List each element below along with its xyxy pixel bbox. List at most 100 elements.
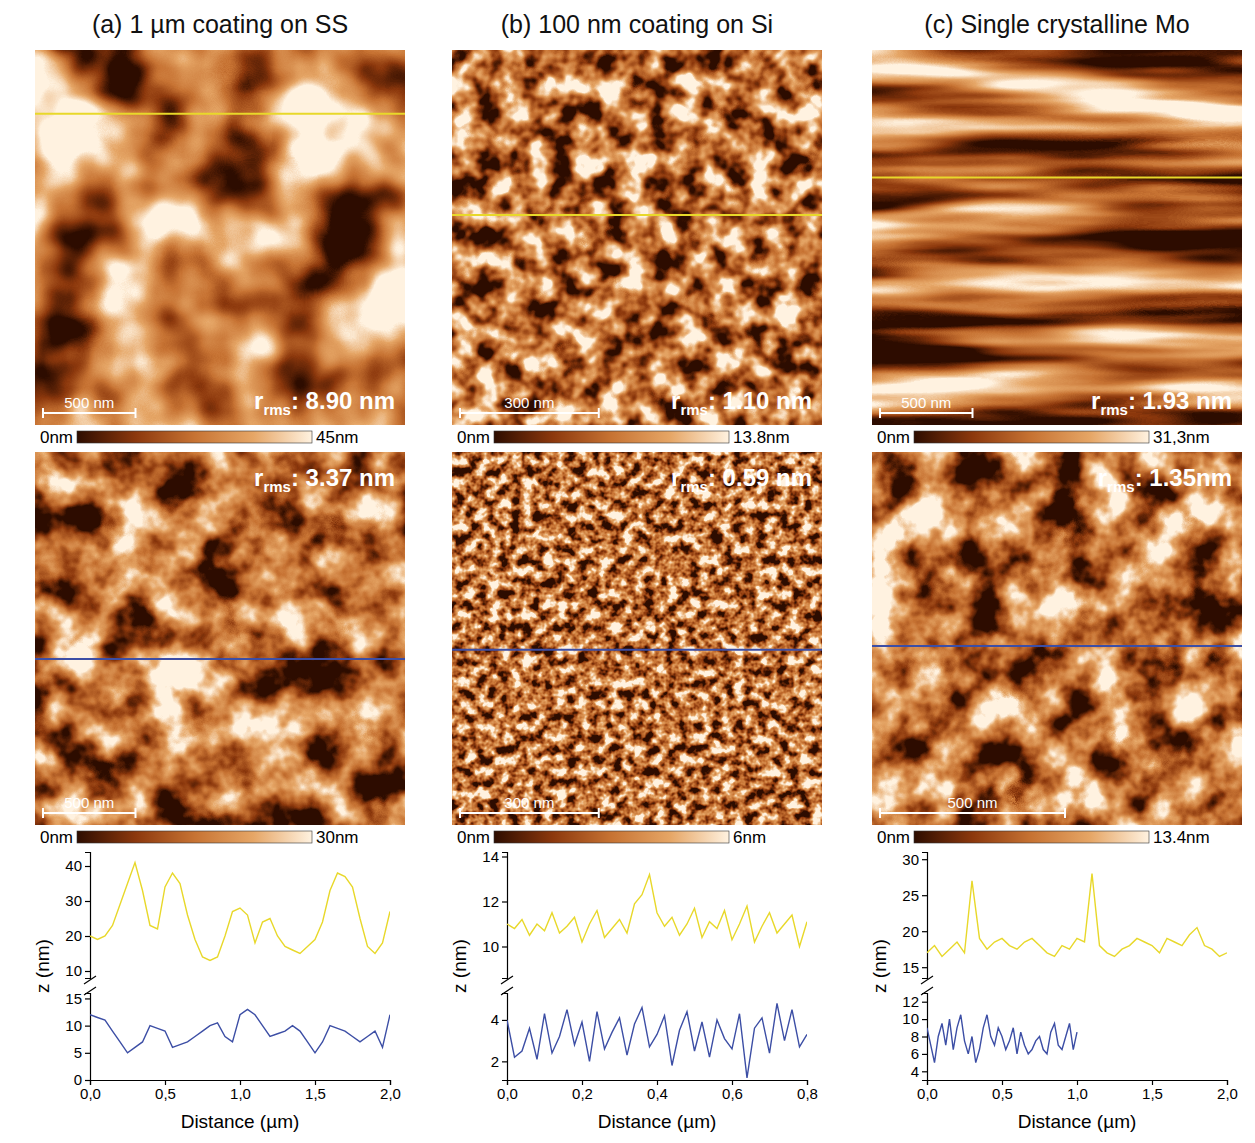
x-axis-title: Distance (µm) bbox=[181, 1111, 300, 1132]
scale-bar: 500 nm bbox=[43, 794, 136, 818]
plot-area bbox=[90, 1009, 390, 1053]
colorbar bbox=[914, 431, 1149, 443]
colorbar bbox=[77, 831, 312, 843]
tick: 1,0 bbox=[1067, 1080, 1088, 1102]
tick: 4 bbox=[491, 1011, 507, 1028]
rms-symbol: r bbox=[1091, 387, 1100, 414]
scale-bar-end bbox=[598, 808, 600, 818]
profile-line bbox=[927, 1015, 1077, 1063]
colorbar-label: 31,3nm bbox=[1153, 428, 1210, 447]
rms-value: : 0.59 nm bbox=[708, 464, 812, 491]
tick-label: 0,5 bbox=[992, 1085, 1013, 1102]
tick: 0,0 bbox=[80, 1080, 101, 1102]
tick: 15 bbox=[65, 990, 90, 1007]
y-axis-title: z (nm) bbox=[449, 939, 470, 993]
rms-value: : 1.35nm bbox=[1135, 464, 1232, 491]
tick: 0,8 bbox=[797, 1080, 818, 1102]
scale-bar-end bbox=[135, 408, 137, 418]
scale-bar-end bbox=[879, 408, 881, 418]
scan-line bbox=[872, 645, 1242, 647]
tick: 10 bbox=[65, 1017, 90, 1034]
tick: 10 bbox=[902, 1010, 927, 1027]
axis-line bbox=[85, 853, 91, 979]
tick-label: 2 bbox=[491, 1053, 499, 1070]
rms-label: rrms: 0.59 nm bbox=[671, 464, 812, 495]
scan-line bbox=[872, 177, 1242, 179]
tick-label: 20 bbox=[902, 923, 919, 940]
colorbar-label: 0nm bbox=[877, 428, 910, 447]
axis-break bbox=[84, 987, 96, 995]
tick-label: 2,0 bbox=[1217, 1085, 1238, 1102]
profile-line bbox=[507, 875, 807, 947]
colorbar-label: 6nm bbox=[733, 828, 766, 847]
tick-label: 10 bbox=[65, 962, 82, 979]
rms-subscript: rms bbox=[263, 401, 291, 418]
tick-label: 15 bbox=[902, 959, 919, 976]
rms-label: rrms: 1.93 nm bbox=[1091, 387, 1232, 418]
tick-label: 20 bbox=[65, 927, 82, 944]
scale-bar-label: 300 nm bbox=[504, 794, 554, 811]
tick-label: 2,0 bbox=[380, 1085, 401, 1102]
scale-bar: 500 nm bbox=[43, 394, 136, 418]
scale-bar-end bbox=[879, 808, 881, 818]
tick-label: 6 bbox=[911, 1045, 919, 1062]
tick-label: 10 bbox=[902, 1010, 919, 1027]
tick: 20 bbox=[902, 923, 927, 940]
afm-image bbox=[872, 50, 1242, 425]
y-axis: 051015 bbox=[65, 990, 90, 1089]
tick: 10 bbox=[65, 962, 90, 979]
tick: 2,0 bbox=[380, 1080, 401, 1102]
profile-line bbox=[507, 1003, 807, 1078]
tick: 0,5 bbox=[992, 1080, 1013, 1102]
afm-image bbox=[872, 452, 1242, 825]
tick: 0,2 bbox=[572, 1080, 593, 1102]
axis-line bbox=[922, 994, 928, 1081]
colorbar-label: 45nm bbox=[316, 428, 359, 447]
tick-mark bbox=[922, 1002, 927, 1003]
plot-area bbox=[927, 1015, 1077, 1063]
scale-bar-line bbox=[880, 812, 1065, 814]
figure: (a) 1 µm coating on SS500 nmrrms: 8.90 n… bbox=[0, 0, 1255, 1143]
tick-label: 12 bbox=[482, 893, 499, 910]
tick-mark bbox=[502, 901, 507, 902]
scan-line bbox=[452, 214, 822, 216]
tick: 8 bbox=[911, 1028, 927, 1045]
tick-mark bbox=[85, 998, 90, 999]
rms-subscript: rms bbox=[680, 478, 708, 495]
tick-label: 5 bbox=[74, 1044, 82, 1061]
tick: 6 bbox=[911, 1045, 927, 1062]
plot-area bbox=[507, 875, 807, 947]
rms-label: rrms: 3.37 nm bbox=[254, 464, 395, 495]
scale-bar-end bbox=[459, 808, 461, 818]
tick-mark bbox=[922, 1019, 927, 1020]
x-axis: 0,00,20,40,60,8 bbox=[497, 1080, 818, 1102]
tick-mark bbox=[922, 1071, 927, 1072]
tick-label: 1,0 bbox=[1067, 1085, 1088, 1102]
tick: 15 bbox=[902, 959, 927, 976]
tick: 12 bbox=[482, 893, 507, 910]
axis-line bbox=[85, 994, 91, 1081]
tick-label: 1,0 bbox=[230, 1085, 251, 1102]
axis-break bbox=[921, 987, 933, 995]
scale-bar-line bbox=[880, 412, 973, 414]
y2-axis: 15202530 bbox=[902, 851, 927, 979]
rms-label: rrms: 8.90 nm bbox=[254, 387, 395, 418]
scale-bar-end bbox=[972, 408, 974, 418]
axis-break bbox=[921, 976, 933, 984]
scale-bar-line bbox=[43, 812, 136, 814]
tick: 2 bbox=[491, 1053, 507, 1070]
y2-axis: 10203040 bbox=[65, 853, 90, 980]
colorbar bbox=[494, 431, 729, 443]
tick: 10 bbox=[482, 938, 507, 955]
colorbar bbox=[77, 431, 312, 443]
tick-label: 25 bbox=[902, 887, 919, 904]
rms-subscript: rms bbox=[1100, 401, 1128, 418]
afm-image bbox=[35, 452, 405, 825]
rms-value: : 8.90 nm bbox=[291, 387, 395, 414]
rms-value: : 1.10 nm bbox=[708, 387, 812, 414]
colorbar-label: 0nm bbox=[457, 428, 490, 447]
rms-symbol: r bbox=[671, 464, 680, 491]
tick-mark bbox=[85, 936, 90, 937]
scale-bar-label: 500 nm bbox=[901, 394, 951, 411]
rms-subscript: rms bbox=[680, 401, 708, 418]
